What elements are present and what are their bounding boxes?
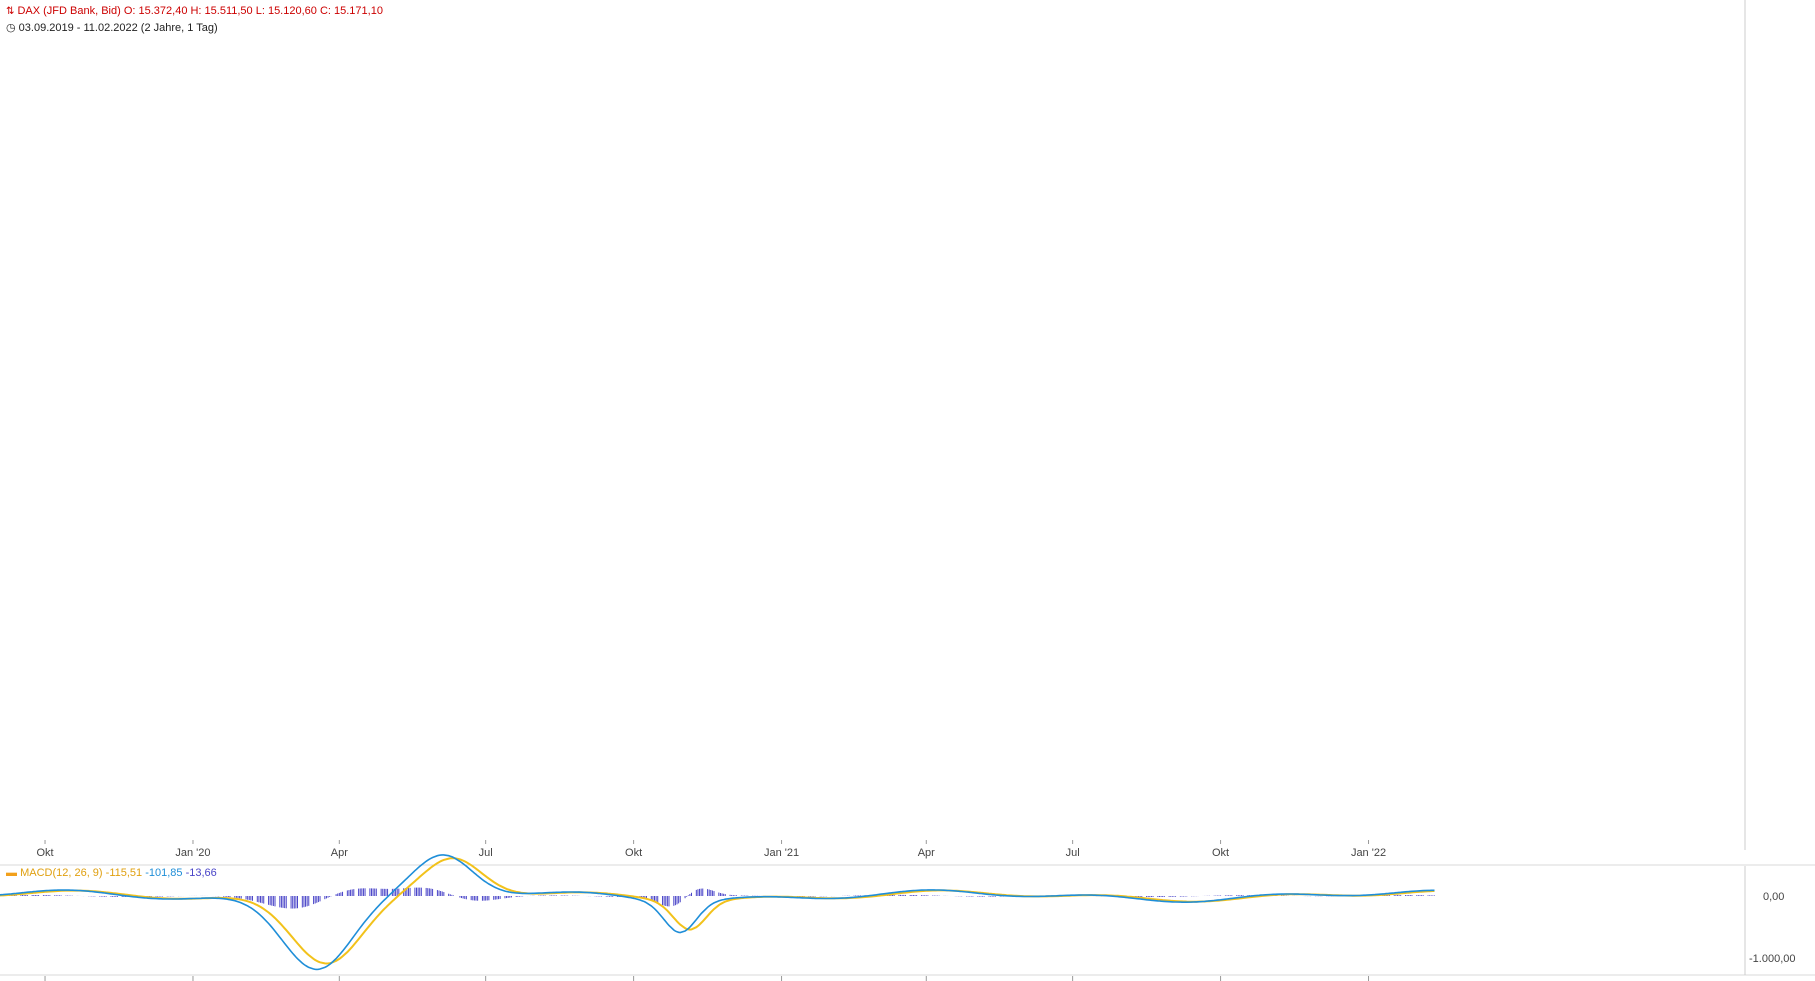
x-tick-label: Okt <box>36 847 53 859</box>
macd-value-2: -101,85 <box>145 867 183 879</box>
instrument-icon: ⇅ <box>6 6 15 17</box>
macd-tick-neg: -1.000,00 <box>1749 953 1795 965</box>
x-tick-label: Apr <box>331 847 348 859</box>
chart-header: ⇅ DAX (JFD Bank, Bid) O: 15.372,40 H: 15… <box>6 5 383 17</box>
ohlc-values: O: 15.372,40 H: 15.511,50 L: 15.120,60 C… <box>123 5 383 17</box>
instrument-name: DAX (JFD Bank, Bid) <box>17 5 121 17</box>
macd-icon: ▬ <box>6 867 17 879</box>
x-tick-label: Jan '21 <box>764 847 799 859</box>
x-tick-label: Jul <box>479 847 493 859</box>
x-tick-label: Okt <box>1212 847 1229 859</box>
x-tick-label: Jul <box>1066 847 1080 859</box>
macd-value-3: -13,66 <box>185 867 217 879</box>
x-tick-label: Jan '20 <box>175 847 210 859</box>
macd-legend: ▬ MACD(12, 26, 9) -115,51 -101,85 -13,66 <box>6 867 217 879</box>
clock-icon: ◷ <box>6 22 16 34</box>
macd-name: MACD(12, 26, 9) <box>20 867 103 879</box>
x-tick-label: Okt <box>625 847 642 859</box>
period-row: ◷ 03.09.2019 - 11.02.2022 (2 Jahre, 1 Ta… <box>6 21 218 34</box>
x-tick-label: Jan '22 <box>1351 847 1386 859</box>
macd-value-1: -115,51 <box>105 867 143 879</box>
macd-line <box>0 854 1435 971</box>
x-tick-label: Apr <box>918 847 935 859</box>
macd-tick-zero: 0,00 <box>1763 891 1784 903</box>
period-text: 03.09.2019 - 11.02.2022 (2 Jahre, 1 Tag) <box>18 22 218 34</box>
